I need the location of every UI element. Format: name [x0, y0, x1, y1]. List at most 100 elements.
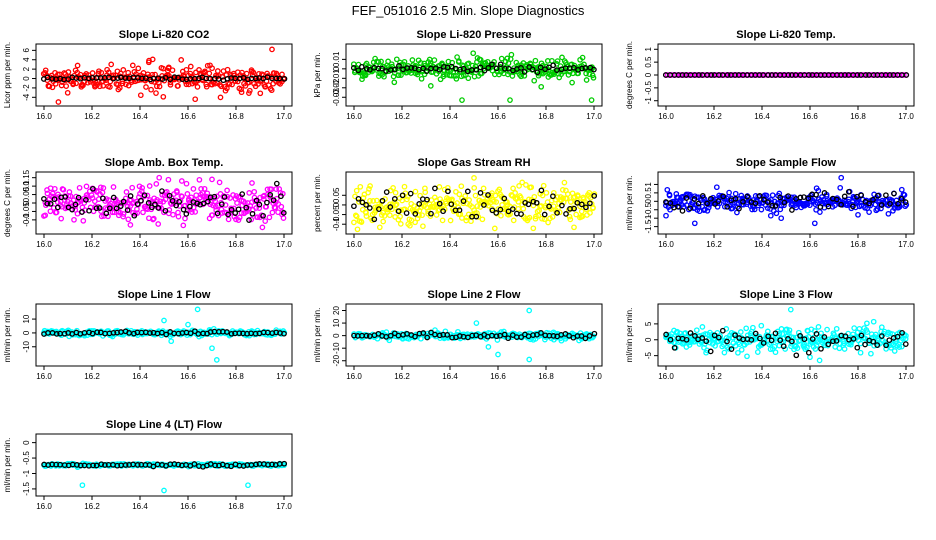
- data-point: [113, 205, 120, 212]
- data-point: [824, 326, 830, 333]
- data-point: [245, 482, 251, 489]
- data-point: [141, 192, 148, 199]
- data-point: [484, 58, 491, 65]
- data-point: [388, 61, 395, 68]
- data-point: [786, 330, 792, 336]
- data-point: [363, 209, 369, 216]
- x-tick-label: 16.6: [180, 502, 196, 511]
- data-point: [184, 191, 191, 197]
- panel-title: Slope Line 4 (LT) Flow: [106, 419, 222, 431]
- data-point: [752, 200, 759, 207]
- data-point: [858, 332, 865, 339]
- plot-frame: [657, 171, 915, 235]
- data-point: [526, 214, 533, 221]
- data-point: [777, 337, 784, 344]
- data-point: [122, 462, 129, 468]
- data-point: [667, 336, 674, 343]
- data-point: [393, 56, 400, 63]
- data-point: [367, 197, 373, 204]
- scatter-points: [663, 306, 909, 364]
- scatter-points: [662, 72, 910, 78]
- data-point: [280, 210, 287, 216]
- data-point: [376, 206, 382, 212]
- y-tick-label: 6: [22, 48, 31, 53]
- data-point: [699, 193, 706, 199]
- data-point: [448, 63, 455, 70]
- data-point: [550, 62, 557, 69]
- data-point: [797, 194, 804, 201]
- data-point: [116, 85, 123, 91]
- y-tick-label: 0: [332, 202, 341, 207]
- data-point: [512, 190, 518, 196]
- data-point: [422, 189, 429, 196]
- data-point: [49, 75, 56, 82]
- data-point: [153, 90, 159, 96]
- data-point: [79, 482, 86, 489]
- data-point: [418, 75, 425, 82]
- data-point: [462, 193, 469, 199]
- y-axis-label: Licor ppm per min.: [3, 42, 12, 108]
- data-point: [675, 203, 681, 210]
- y-tick-label: 0: [332, 333, 341, 338]
- y-tick-label: -20: [332, 354, 341, 366]
- data-point: [854, 344, 861, 351]
- data-point: [571, 205, 577, 212]
- data-point: [215, 76, 222, 82]
- data-point: [866, 209, 872, 215]
- data-point: [83, 197, 89, 203]
- data-point: [216, 179, 223, 186]
- x-tick-label: 16.0: [658, 372, 674, 381]
- data-point: [530, 198, 537, 205]
- data-point: [505, 60, 512, 67]
- data-point: [64, 89, 71, 96]
- data-point: [569, 79, 575, 86]
- data-point: [49, 190, 56, 197]
- data-point: [699, 324, 706, 330]
- data-point: [281, 460, 288, 467]
- y-axis-label: ml/min per min.: [625, 308, 634, 363]
- data-point: [353, 187, 360, 194]
- data-point: [109, 209, 116, 216]
- data-point: [357, 183, 364, 190]
- scatter-points: [41, 460, 288, 494]
- data-point: [163, 331, 170, 338]
- data-point: [872, 331, 879, 338]
- panel-title: Slope Gas Stream RH: [417, 157, 530, 169]
- data-point: [110, 194, 117, 201]
- data-point: [391, 79, 398, 86]
- data-point: [883, 342, 889, 349]
- y-tick-label: 1: [644, 182, 653, 187]
- data-point: [381, 213, 388, 219]
- data-point: [685, 206, 692, 213]
- data-point: [864, 329, 871, 335]
- data-point: [378, 198, 385, 205]
- data-point: [51, 185, 58, 192]
- data-point: [351, 219, 357, 226]
- y-tick-label: -1: [644, 97, 653, 105]
- data-point: [493, 199, 500, 205]
- data-point: [516, 183, 522, 189]
- data-point: [58, 215, 65, 222]
- data-point: [758, 322, 765, 329]
- data-point: [354, 226, 361, 233]
- data-point: [224, 85, 230, 92]
- data-point: [845, 188, 852, 195]
- x-tick-label: 16.8: [538, 112, 554, 121]
- y-tick-label: -2: [22, 84, 31, 92]
- data-point: [359, 76, 365, 83]
- data-point: [243, 204, 250, 211]
- data-point: [441, 71, 447, 78]
- data-point: [213, 357, 220, 363]
- data-point: [757, 335, 763, 342]
- data-point: [393, 201, 400, 208]
- data-point: [86, 207, 92, 214]
- data-point: [485, 199, 491, 206]
- data-point: [224, 66, 231, 73]
- data-point: [120, 213, 127, 220]
- plot-frame: [35, 433, 293, 497]
- data-point: [236, 330, 243, 337]
- data-point: [180, 206, 187, 213]
- data-point: [176, 198, 183, 205]
- data-point: [750, 324, 756, 331]
- data-point: [182, 215, 188, 222]
